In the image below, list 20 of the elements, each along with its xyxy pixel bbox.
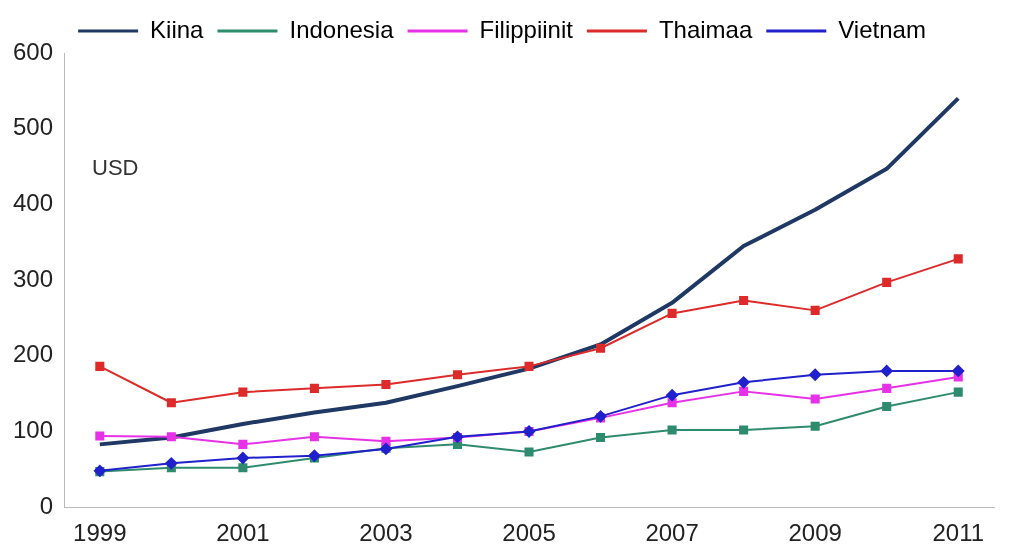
x-tick-label: 2005 [502,519,556,547]
y-tick-label: 100 [13,416,54,444]
legend-label: Filippiinit [479,15,574,43]
legend-label: Thaimaa [658,15,753,43]
x-tick-label: 2009 [788,519,842,547]
y-tick-label: 400 [13,189,54,217]
annotation: USD [92,155,139,181]
y-tick-label: 0 [39,491,54,519]
y-tick-label: 200 [13,340,54,368]
x-tick-label: 2011 [932,519,985,547]
y-tick-label: 300 [13,264,54,292]
y-tick-label: 500 [13,113,54,141]
x-tick-label: 2001 [216,519,270,547]
x-tick-label: 2003 [359,519,413,547]
y-tick-label: 600 [13,37,54,65]
x-tick-label: 2007 [645,519,699,547]
legend-label: Vietnam [838,15,926,43]
x-tick-label: 1999 [73,519,127,547]
legend-label: Kiina [150,15,205,43]
legend-label: Indonesia [289,15,395,43]
